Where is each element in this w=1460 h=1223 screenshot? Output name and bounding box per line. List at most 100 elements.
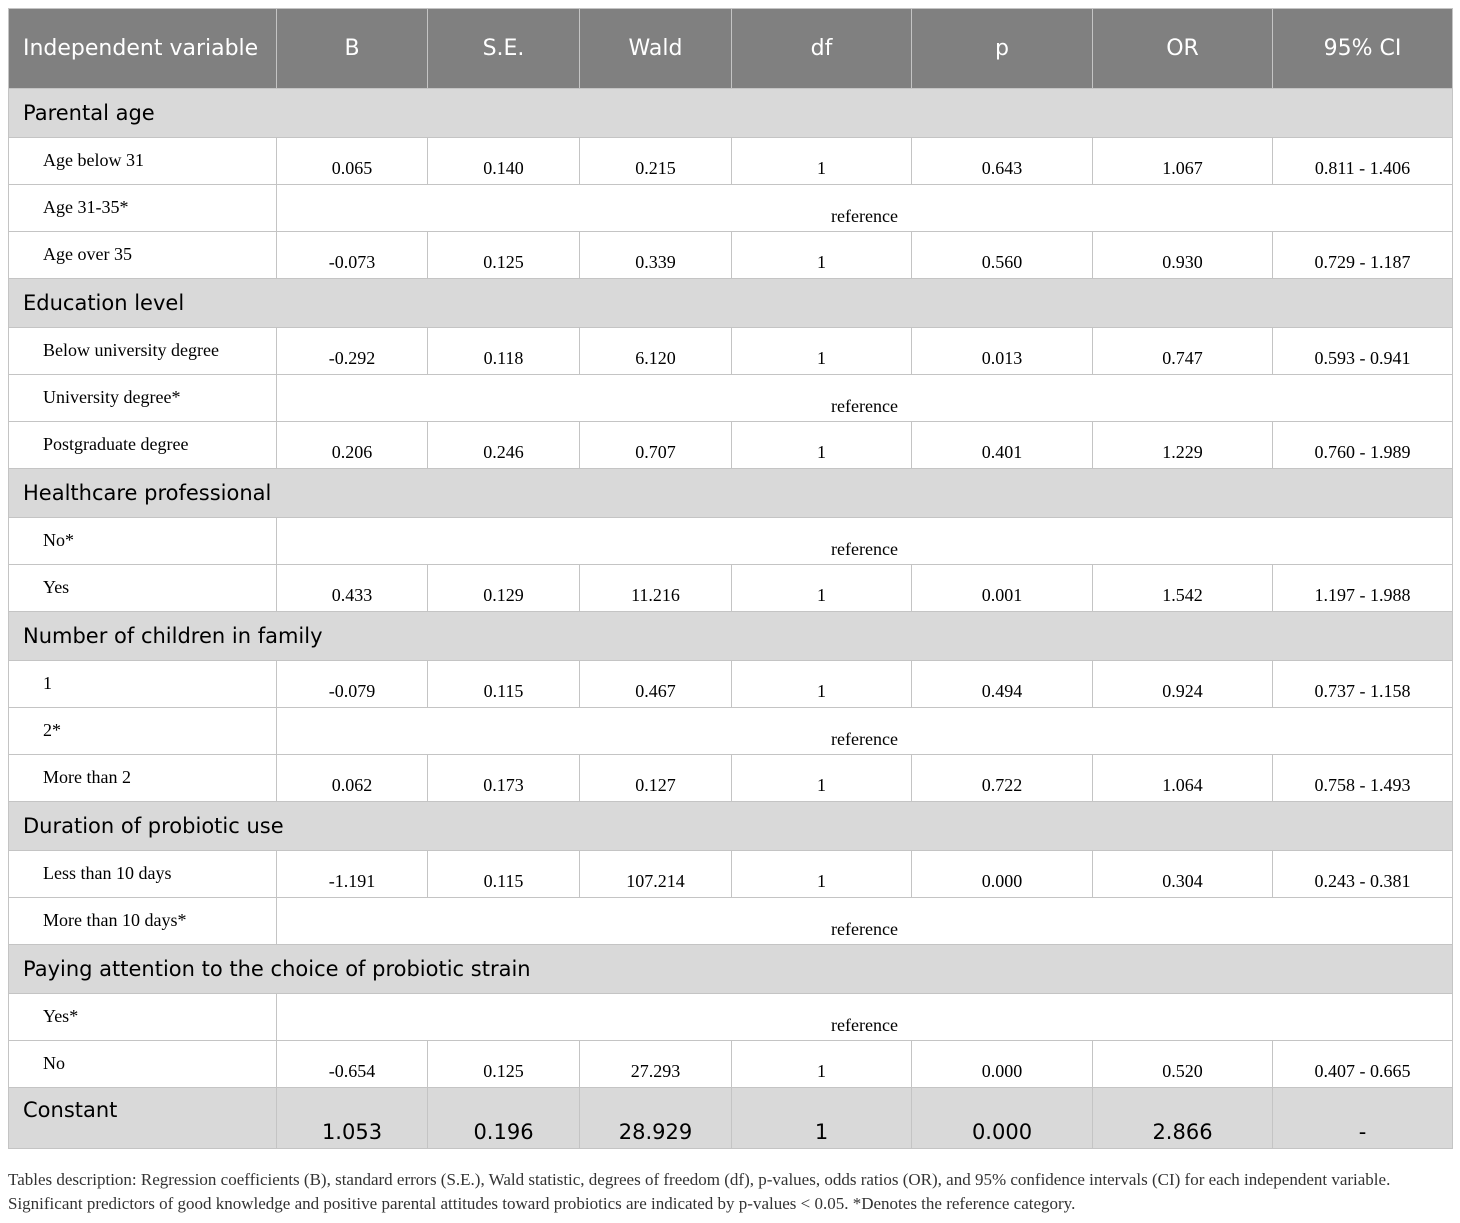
cell: 0.196 xyxy=(427,1087,580,1149)
section-row: Paying attention to the choice of probio… xyxy=(8,944,1453,994)
row-label: No xyxy=(8,1040,277,1088)
cell: 0.467 xyxy=(579,660,732,708)
data-row: No -0.654 0.125 27.293 1 0.000 0.520 0.407 - 0.… xyxy=(8,1040,1453,1088)
cell: 0.000 xyxy=(911,850,1093,898)
cell: 1.542 xyxy=(1092,564,1273,612)
cell: 1 xyxy=(731,564,912,612)
row-label: Yes* xyxy=(8,993,277,1041)
data-row: Less than 10 days -1.191 0.115 107.214 1 0.00… xyxy=(8,850,1453,898)
cell: 0.407 - 0.665 xyxy=(1272,1040,1453,1088)
row-label: Constant xyxy=(8,1087,277,1149)
section-row: Parental age xyxy=(8,88,1453,138)
cell: 1 xyxy=(731,327,912,375)
cell: 0.339 xyxy=(579,231,732,279)
cell: 0.560 xyxy=(911,231,1093,279)
reference-cell: reference xyxy=(276,184,1453,232)
row-label: Age 31-35* xyxy=(8,184,277,232)
cell: 1.067 xyxy=(1092,137,1273,185)
column-header: p xyxy=(911,8,1093,89)
cell: -1.191 xyxy=(276,850,428,898)
header-row: Independent variable B S.E. Wald df p OR 95% CI xyxy=(8,8,1453,89)
row-label: Below university degree xyxy=(8,327,277,375)
cell: 27.293 xyxy=(579,1040,732,1088)
data-row: More than 10 days* reference xyxy=(8,897,1453,945)
data-row: Age below 31 0.065 0.140 0.215 1 0.643 1.067 0.… xyxy=(8,137,1453,185)
cell: 6.120 xyxy=(579,327,732,375)
cell: 11.216 xyxy=(579,564,732,612)
cell: 0.811 - 1.406 xyxy=(1272,137,1453,185)
cell: 28.929 xyxy=(579,1087,732,1149)
cell: -0.079 xyxy=(276,660,428,708)
section-row: Healthcare professional xyxy=(8,468,1453,518)
reference-cell: reference xyxy=(276,897,1453,945)
column-header: S.E. xyxy=(427,8,580,89)
cell: 0.924 xyxy=(1092,660,1273,708)
reference-cell: reference xyxy=(276,374,1453,422)
data-row: Age over 35 -0.073 0.125 0.339 1 0.560 0.930 0.… xyxy=(8,231,1453,279)
footnote: Tables description: Regression coefficie… xyxy=(8,1170,1391,1213)
section-title: Paying attention to the choice of probio… xyxy=(8,944,1453,994)
cell: 1 xyxy=(731,660,912,708)
row-label: More than 2 xyxy=(8,754,277,802)
cell: 0.062 xyxy=(276,754,428,802)
cell: 1 xyxy=(731,1087,912,1149)
cell: 0.129 xyxy=(427,564,580,612)
cell: 1.197 - 1.988 xyxy=(1272,564,1453,612)
data-row: Yes 0.433 0.129 11.216 1 0.001 1.542 1.197 - 1.… xyxy=(8,564,1453,612)
cell: - xyxy=(1272,1087,1453,1149)
cell: 1.064 xyxy=(1092,754,1273,802)
cell: 0.722 xyxy=(911,754,1093,802)
column-header: 95% CI xyxy=(1272,8,1453,89)
cell: 0.125 xyxy=(427,1040,580,1088)
cell: 0.065 xyxy=(276,137,428,185)
data-row: More than 2 0.062 0.173 0.127 1 0.722 1.064 0.7… xyxy=(8,754,1453,802)
reference-cell: reference xyxy=(276,517,1453,565)
cell: 0.215 xyxy=(579,137,732,185)
row-label: Less than 10 days xyxy=(8,850,277,898)
cell: 0.140 xyxy=(427,137,580,185)
data-row: 1 -0.079 0.115 0.467 1 0.494 0.924 0.737 - 1.15… xyxy=(8,660,1453,708)
row-label: University degree* xyxy=(8,374,277,422)
column-header: OR xyxy=(1092,8,1273,89)
data-row: 2* reference xyxy=(8,707,1453,755)
row-label: No* xyxy=(8,517,277,565)
section-row: Education level xyxy=(8,278,1453,328)
cell: 0.125 xyxy=(427,231,580,279)
section-title: Duration of probiotic use xyxy=(8,801,1453,851)
cell: 0.930 xyxy=(1092,231,1273,279)
cell: 0.115 xyxy=(427,660,580,708)
cell: 0.643 xyxy=(911,137,1093,185)
data-row: Below university degree -0.292 0.118 6.120 1… xyxy=(8,327,1453,375)
regression-table: Independent variable B S.E. Wald df p OR 95% CI… xyxy=(8,8,1453,1149)
data-row: Postgraduate degree 0.206 0.246 0.707 1 0.401… xyxy=(8,421,1453,469)
cell: 0.013 xyxy=(911,327,1093,375)
cell: 0.401 xyxy=(911,421,1093,469)
cell: 0.246 xyxy=(427,421,580,469)
column-header: Independent variable xyxy=(8,8,277,89)
cell: 0.758 - 1.493 xyxy=(1272,754,1453,802)
cell: 0.433 xyxy=(276,564,428,612)
row-label: Age over 35 xyxy=(8,231,277,279)
row-label: Age below 31 xyxy=(8,137,277,185)
cell: 0.243 - 0.381 xyxy=(1272,850,1453,898)
cell: 0.001 xyxy=(911,564,1093,612)
cell: -0.073 xyxy=(276,231,428,279)
section-title: Number of children in family xyxy=(8,611,1453,661)
section-title: Healthcare professional xyxy=(8,468,1453,518)
cell: 0.520 xyxy=(1092,1040,1273,1088)
data-row: University degree* reference xyxy=(8,374,1453,422)
cell: 0.127 xyxy=(579,754,732,802)
cell: 0.747 xyxy=(1092,327,1273,375)
data-row: No* reference xyxy=(8,517,1453,565)
cell: 0.760 - 1.989 xyxy=(1272,421,1453,469)
table-body: Parental age Age below 31 0.065 0.140 0.215 1… xyxy=(8,88,1453,1149)
cell: 0.000 xyxy=(911,1040,1093,1088)
cell: 0.593 - 0.941 xyxy=(1272,327,1453,375)
cell: 1 xyxy=(731,754,912,802)
cell: 0.304 xyxy=(1092,850,1273,898)
cell: 0.115 xyxy=(427,850,580,898)
cell: 0.729 - 1.187 xyxy=(1272,231,1453,279)
cell: 0.118 xyxy=(427,327,580,375)
cell: 1 xyxy=(731,850,912,898)
row-label: Postgraduate degree xyxy=(8,421,277,469)
